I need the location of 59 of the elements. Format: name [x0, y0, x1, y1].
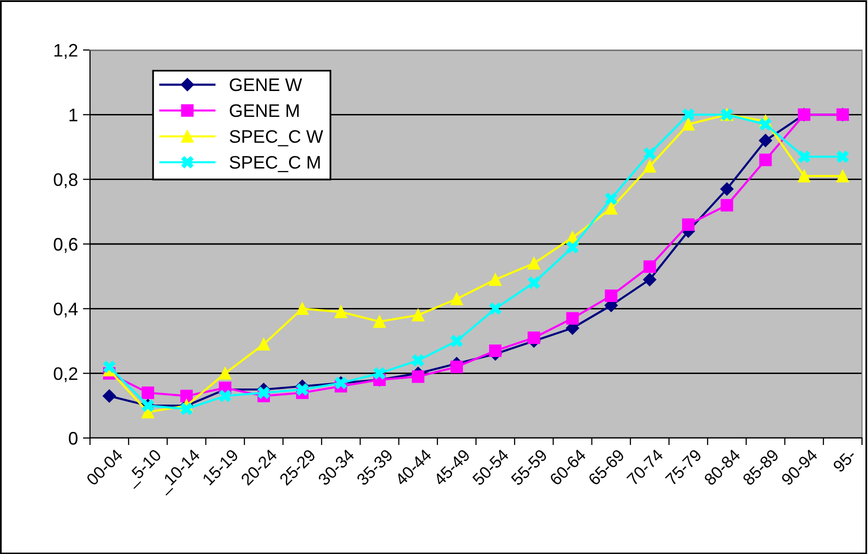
point — [180, 390, 193, 402]
point — [682, 218, 695, 231]
point — [604, 192, 618, 205]
point — [489, 273, 502, 286]
point — [412, 354, 424, 367]
point — [142, 386, 154, 399]
point — [798, 150, 810, 163]
point — [643, 147, 656, 160]
point — [489, 302, 502, 315]
point — [604, 289, 618, 302]
y-tick-label: 1,2 — [54, 44, 78, 59]
point — [758, 134, 772, 148]
point — [836, 150, 849, 163]
point — [257, 386, 270, 399]
point — [218, 367, 232, 380]
y-tick-label: 0,6 — [54, 238, 78, 253]
y-tick-label: 1 — [70, 108, 78, 122]
point — [102, 389, 116, 403]
point — [566, 240, 579, 254]
point — [489, 344, 502, 357]
point — [334, 306, 348, 318]
point — [450, 360, 463, 374]
point — [373, 367, 386, 380]
point — [759, 154, 772, 166]
point — [296, 302, 309, 315]
point — [720, 198, 734, 212]
point — [373, 315, 386, 328]
point — [836, 170, 849, 182]
point — [682, 118, 695, 131]
point — [450, 334, 463, 348]
point — [643, 260, 656, 273]
point — [103, 360, 116, 374]
point — [257, 338, 270, 350]
point — [218, 390, 232, 402]
x-tick-label: 95- — [832, 448, 857, 473]
point — [759, 118, 772, 131]
point — [412, 308, 424, 322]
legend-label: SPEC_C W — [230, 130, 324, 146]
legend-label: GENE M — [230, 104, 299, 118]
point — [604, 202, 618, 215]
point — [643, 160, 656, 173]
point — [528, 276, 540, 290]
point — [720, 182, 734, 196]
y-tick-label: 0,4 — [54, 302, 78, 318]
point — [682, 108, 695, 121]
legend-label: GENE W — [230, 78, 302, 92]
legend-label: SPEC_C M — [230, 156, 320, 172]
y-tick-label: 0,2 — [54, 367, 78, 382]
y-tick-label: 0,8 — [54, 173, 78, 188]
point — [798, 170, 810, 182]
point — [412, 370, 424, 383]
point — [643, 272, 656, 286]
point — [450, 292, 463, 306]
point — [566, 312, 579, 325]
point — [528, 257, 540, 270]
point — [180, 402, 193, 416]
point — [296, 383, 309, 396]
y-tick-label: 0 — [68, 432, 78, 445]
point — [528, 332, 540, 344]
